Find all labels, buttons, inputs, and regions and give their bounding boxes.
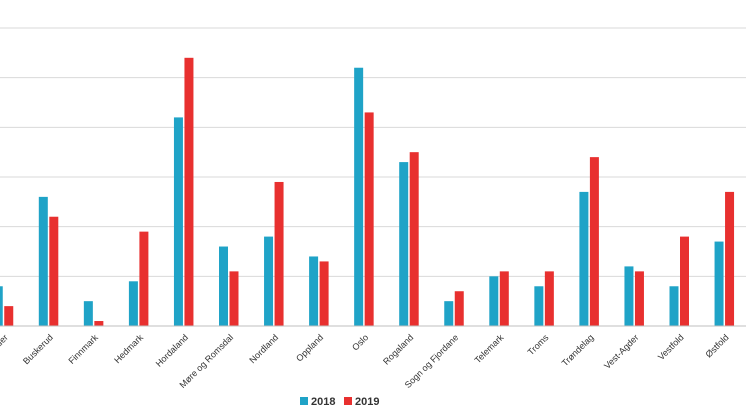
x-tick-label: Vest-Agder [602, 332, 641, 371]
bar-2019-finnmark [94, 321, 104, 326]
bar-2018-oslo [354, 67, 364, 326]
bar-2018-nordland [264, 236, 274, 326]
bar-2019-oslo [364, 112, 374, 327]
x-tick-label: Oppland [294, 332, 325, 363]
x-tick-label: Nordland [247, 332, 280, 365]
bar-2018-telemark [489, 276, 499, 326]
bar-2018-sogn-og-fjordane [444, 301, 454, 326]
bar-2018-hordaland [173, 117, 183, 327]
legend-swatch-2018 [300, 397, 308, 405]
bar-2018-østfold [714, 241, 724, 326]
bar-2018-rogaland [399, 162, 409, 326]
bar-2018-oppland [309, 256, 319, 326]
bar-2019-hedmark [139, 231, 149, 326]
bar-2019-nordland [274, 181, 284, 326]
legend: 2018 2019 [300, 396, 379, 408]
x-tick-label: Troms [526, 332, 551, 357]
bar-2019-hordaland [184, 57, 194, 327]
x-tick-label: Vestfold [656, 332, 686, 362]
bar-2019-agder [4, 306, 14, 326]
bar-2019-møre-og-romsdal [229, 271, 239, 326]
bar-2019-vestfold [680, 236, 689, 326]
bar-group [0, 57, 735, 327]
legend-swatch-2019 [344, 397, 352, 405]
x-tick-label: Hordaland [154, 332, 190, 368]
bar-2019-sogn-og-fjordane [454, 291, 464, 326]
bar-2018-buskerud [38, 196, 48, 326]
bar-2019-rogaland [409, 152, 419, 326]
x-tick-label: Østfold [703, 332, 730, 359]
bar-2018-troms [534, 286, 544, 326]
x-tick-label: Oslo [350, 332, 370, 352]
x-tick-label: Hedmark [112, 332, 145, 365]
bar-2019-telemark [499, 271, 509, 326]
bar-2019-buskerud [49, 216, 59, 326]
bar-2019-østfold [725, 191, 735, 326]
x-tick-label: gder [0, 332, 10, 352]
bar-2018-vestfold [669, 286, 679, 326]
bar-2018-finnmark [83, 301, 93, 326]
legend-label-2018: 2018 [311, 396, 335, 408]
x-tick-labels: gder Buskerud Finnmark Hedmark HordalandMøre… [0, 332, 731, 390]
bar-2019-vest-agder [634, 271, 644, 326]
legend-label-2019: 2019 [355, 396, 379, 408]
bar-2018-vest-agder [624, 266, 634, 326]
bar-2018-møre-og-romsdal [219, 246, 228, 326]
bar-2018-hedmark [128, 281, 138, 326]
x-tick-label: Buskerud [21, 332, 55, 366]
x-tick-label: Telemark [473, 332, 506, 365]
bar-2018-agder [0, 286, 3, 326]
bar-2019-oppland [319, 261, 329, 326]
bar-2019-troms [544, 271, 554, 326]
x-tick-label: Trøndelag [560, 332, 596, 368]
bar-2018-trøndelag [579, 191, 589, 326]
bar-2019-trøndelag [589, 157, 599, 326]
x-tick-label: Finnmark [66, 332, 100, 366]
x-tick-label: Rogaland [381, 332, 415, 366]
